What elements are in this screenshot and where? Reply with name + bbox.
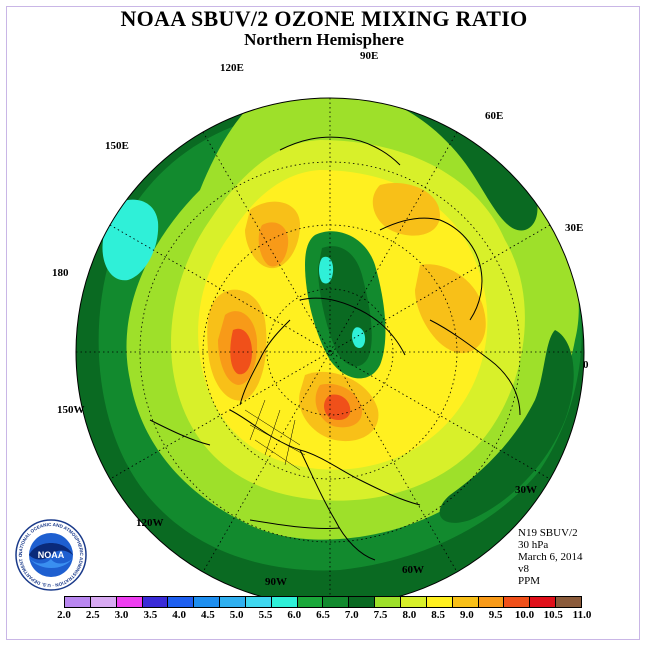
- info-version: v8: [518, 563, 529, 575]
- colorbar-tick-label: 8.0: [402, 609, 417, 621]
- colorbar-tick-label: 9.0: [460, 609, 474, 621]
- field-vortex-cyan-1: [319, 256, 334, 284]
- colorbar-segment: [271, 597, 298, 607]
- field-redorange-south: [324, 394, 351, 421]
- colorbar-segment: [65, 597, 91, 607]
- colorbar-segment: [323, 597, 350, 607]
- colorbar-tick-label: 7.0: [344, 609, 359, 621]
- noaa-logo-text: NOAA: [38, 550, 65, 560]
- info-block: N19 SBUV/2 30 hPa March 6, 2014 v8 PPM: [518, 527, 582, 587]
- colorbar-tick-label: 3.5: [143, 609, 158, 621]
- info-date: March 6, 2014: [518, 551, 583, 563]
- lon-label-0: 0: [583, 359, 589, 371]
- colorbar-tick-label: 7.5: [373, 609, 388, 621]
- map-title: NOAA SBUV/2 OZONE MIXING RATIO: [120, 6, 528, 31]
- lon-label-150e: 150E: [105, 140, 129, 152]
- frame-border: [6, 6, 640, 640]
- colorbar-tick-label: 4.5: [201, 609, 215, 621]
- colorbar-tick-label: 6.0: [287, 609, 302, 621]
- colorbar-segment: [168, 597, 195, 607]
- lon-label-120e: 120E: [220, 62, 244, 74]
- graticule: [76, 98, 584, 606]
- info-level: 30 hPa: [518, 539, 549, 551]
- colorbar-segment: [478, 597, 505, 607]
- colorbar-tick-label: 6.5: [316, 609, 330, 621]
- colorbar-segment: [504, 597, 531, 607]
- colorbar-segment: [530, 597, 557, 607]
- field-gold-east: [415, 264, 486, 354]
- lon-label-60w: 60W: [402, 564, 424, 576]
- colorbar-segment: [452, 597, 479, 607]
- colorbar-segment: [297, 597, 324, 607]
- colorbar: [64, 596, 582, 608]
- colorbar-tick-label: 3.0: [114, 609, 129, 621]
- info-units: PPM: [518, 575, 541, 587]
- colorbar-tick-label: 8.5: [431, 609, 445, 621]
- field-gold-ne: [372, 183, 440, 236]
- lon-label-90e: 90E: [360, 50, 379, 62]
- us-states: [244, 399, 306, 471]
- field-darkband-ne: [386, 98, 538, 231]
- info-instrument: N19 SBUV/2: [518, 527, 578, 539]
- colorbar-segment: [556, 597, 581, 607]
- lon-label-30w: 30W: [515, 484, 537, 496]
- colorbar-segment: [426, 597, 453, 607]
- colorbar-segment: [220, 597, 246, 607]
- ozone-field: [76, 98, 584, 606]
- noaa-logo: NATIONAL OCEANIC AND ATMOSPHERIC ADMINIS…: [15, 519, 87, 591]
- field-vortex-cyan-2: [352, 327, 366, 349]
- lon-label-30e: 30E: [565, 222, 584, 234]
- colorbar-tick-label: 10.5: [543, 609, 563, 621]
- lon-label-120w: 120W: [136, 517, 164, 529]
- colorbar-tick-label: 10.0: [514, 609, 535, 621]
- lon-label-60e: 60E: [485, 110, 504, 122]
- colorbar-tick-label: 11.0: [572, 609, 592, 621]
- colorbar-segment: [375, 597, 401, 607]
- colorbar-tick-label: 4.0: [172, 609, 186, 621]
- colorbar-tick-label: 5.5: [258, 609, 273, 621]
- colorbar-segment: [116, 597, 143, 607]
- colorbar-segment: [245, 597, 272, 607]
- field-cyan-150e: [102, 199, 159, 281]
- colorbar-tick-label: 2.0: [57, 609, 71, 621]
- lon-label-90w: 90W: [265, 576, 287, 588]
- field-redorange-west: [230, 328, 252, 375]
- field-orange-north: [258, 222, 289, 267]
- coastlines: [149, 136, 521, 561]
- colorbar-segment: [349, 597, 376, 607]
- field-darkband-se: [439, 330, 574, 523]
- colorbar-segment: [400, 597, 427, 607]
- colorbar-tick-label: 9.5: [488, 609, 503, 621]
- colorbar-tick-label: 2.5: [85, 609, 100, 621]
- colorbar-segment: [90, 597, 117, 607]
- map-subtitle: Northern Hemisphere: [244, 30, 404, 49]
- colorbar-segment: [142, 597, 169, 607]
- colorbar-tick-label: 5.0: [229, 609, 244, 621]
- colorbar-ticks: 2.0 2.5 3.0 3.5 4.0 4.5 5.0 5.5 6.0 6.5 7.0 7.5 8.0 8…: [57, 609, 591, 623]
- lon-label-180: 180: [52, 267, 69, 279]
- lon-label-150w: 150W: [57, 404, 85, 416]
- colorbar-segment: [194, 597, 221, 607]
